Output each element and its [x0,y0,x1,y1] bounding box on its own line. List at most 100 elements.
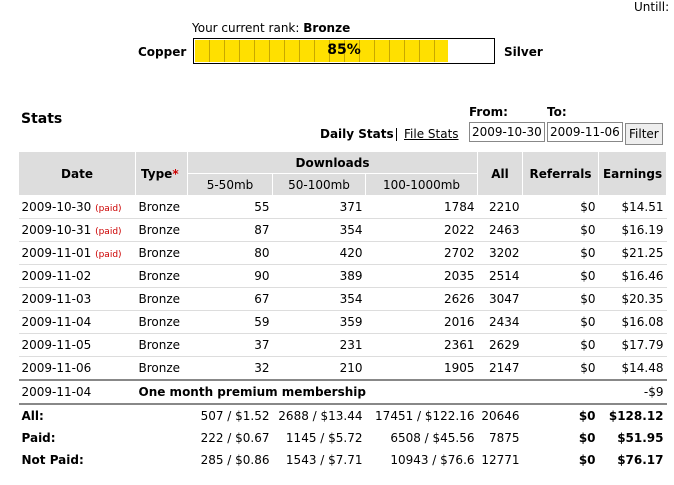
downloads: 354 [272,287,366,311]
data-row: 2009-11-04 Bronze 59 359 2016 2434 $0 $16.08 [18,310,667,334]
earnings: $16.08 [598,310,667,334]
header-downloads: Downloads [186,151,479,174]
type: Bronze [135,195,188,219]
date: 2009-11-06 [21,361,92,375]
date: 2009-11-04 [21,315,92,329]
earnings: $16.46 [598,264,667,288]
type: Bronze [135,310,188,334]
date-cell: 2009-10-30 (paid) [18,195,136,219]
paid-status: (paid) [95,250,122,260]
downloads: 37 [187,333,273,357]
rank-text: Your current rank: Bronze [192,21,350,35]
total-downloads: 507 / $1.52 [200,409,270,423]
date-cell: 2009-11-02 [18,264,136,288]
date-cell: 2009-11-01 (paid) [18,241,136,265]
date: 2009-11-02 [21,269,92,283]
header-type-marker: * [172,166,179,181]
downloads: 371 [272,195,366,219]
downloads: 359 [272,310,366,334]
filter-button[interactable]: Filter [625,123,663,145]
data-row: 2009-10-30 (paid) Bronze 55 371 1784 2210 $0 $1… [18,195,667,219]
date-cell: 2009-11-06 [18,356,136,381]
type: Bronze [135,264,188,288]
total-earnings: $76.17 [617,453,664,467]
adjustment-date: 2009-11-04 [18,379,136,405]
rank-right: Silver [504,45,543,59]
paid-status: (paid) [95,227,122,237]
table-body: 2009-10-30 (paid) Bronze 55 371 1784 2210 $0 $1… [18,195,667,472]
tab-daily[interactable]: Daily Stats [320,127,394,141]
total-earnings: $128.12 [608,409,664,423]
referrals: $0 [522,356,599,381]
paid-status: (paid) [95,204,122,214]
header-earnings: Earnings [598,151,668,196]
stats-title: Stats [21,111,63,127]
all: 2463 [477,218,523,242]
adjustment-description: One month premium membership [135,379,599,405]
date: 2009-10-30 [21,200,92,214]
type: Bronze [135,218,188,242]
downloads: 2035 [365,264,478,288]
rank-value: Bronze [303,21,351,35]
downloads: 80 [187,241,273,265]
total-downloads: 1543 / $7.71 [285,453,363,467]
all: 2514 [477,264,523,288]
total-all: 7875 [488,431,520,445]
downloads: 420 [272,241,366,265]
referrals: $0 [522,195,599,219]
total-earnings: $51.95 [617,431,664,445]
type: Bronze [135,241,188,265]
all: 2434 [477,310,523,334]
referrals: $0 [522,287,599,311]
header-referrals: Referrals [522,151,600,196]
total-all: 20646 [481,409,520,423]
rank-left: Copper [138,45,187,59]
total-label: Paid: [21,431,56,445]
to-input[interactable] [547,122,623,142]
data-row: 2009-11-06 Bronze 32 210 1905 2147 $0 $14.48 [18,356,667,381]
from-input[interactable] [469,122,545,142]
total-downloads: 17451 / $122.16 [375,409,475,423]
to-label: To: [547,105,567,119]
all: 3202 [477,241,523,265]
total-row: Paid: 222 / $0.67 1145 / $5.72 6508 / $45.5… [19,427,667,449]
type: Bronze [135,287,188,311]
tab-file[interactable]: File Stats [404,127,459,141]
referrals: $0 [522,264,599,288]
referrals: $0 [522,241,599,265]
downloads: 67 [187,287,273,311]
referrals: $0 [522,310,599,334]
downloads: 2016 [365,310,478,334]
downloads: 1905 [365,356,478,381]
downloads: 90 [187,264,273,288]
earnings: $14.51 [598,195,667,219]
date: 2009-11-05 [21,338,92,352]
date-cell: 2009-11-05 [18,333,136,357]
date-cell: 2009-10-31 (paid) [18,218,136,242]
total-downloads: 1145 / $5.72 [285,431,363,445]
downloads: 2022 [365,218,478,242]
total-downloads: 6508 / $45.56 [390,431,475,445]
downloads: 231 [272,333,366,357]
header-range: 50-100mb [272,173,366,196]
downloads: 210 [272,356,366,381]
adjustment-row: 2009-11-04 One month premium membership -$… [18,379,667,405]
header-range: 5-50mb [187,173,273,196]
total-referrals: $0 [578,431,596,445]
total-downloads: 10943 / $76.6 [390,453,475,467]
referrals: $0 [522,333,599,357]
header-date: Date [18,151,136,196]
total-downloads: 285 / $0.86 [200,453,270,467]
data-row: 2009-11-05 Bronze 37 231 2361 2629 $0 $17.79 [18,333,667,357]
all: 3047 [477,287,523,311]
total-referrals: $0 [578,453,596,467]
tab-separator [396,128,397,141]
total-row: All: 507 / $1.52 2688 / $13.44 17451 / $122… [19,404,667,427]
type: Bronze [135,356,188,381]
downloads: 2626 [365,287,478,311]
total-label: All: [21,409,44,423]
header-type: Type [141,166,173,181]
from-label: From: [469,105,508,119]
